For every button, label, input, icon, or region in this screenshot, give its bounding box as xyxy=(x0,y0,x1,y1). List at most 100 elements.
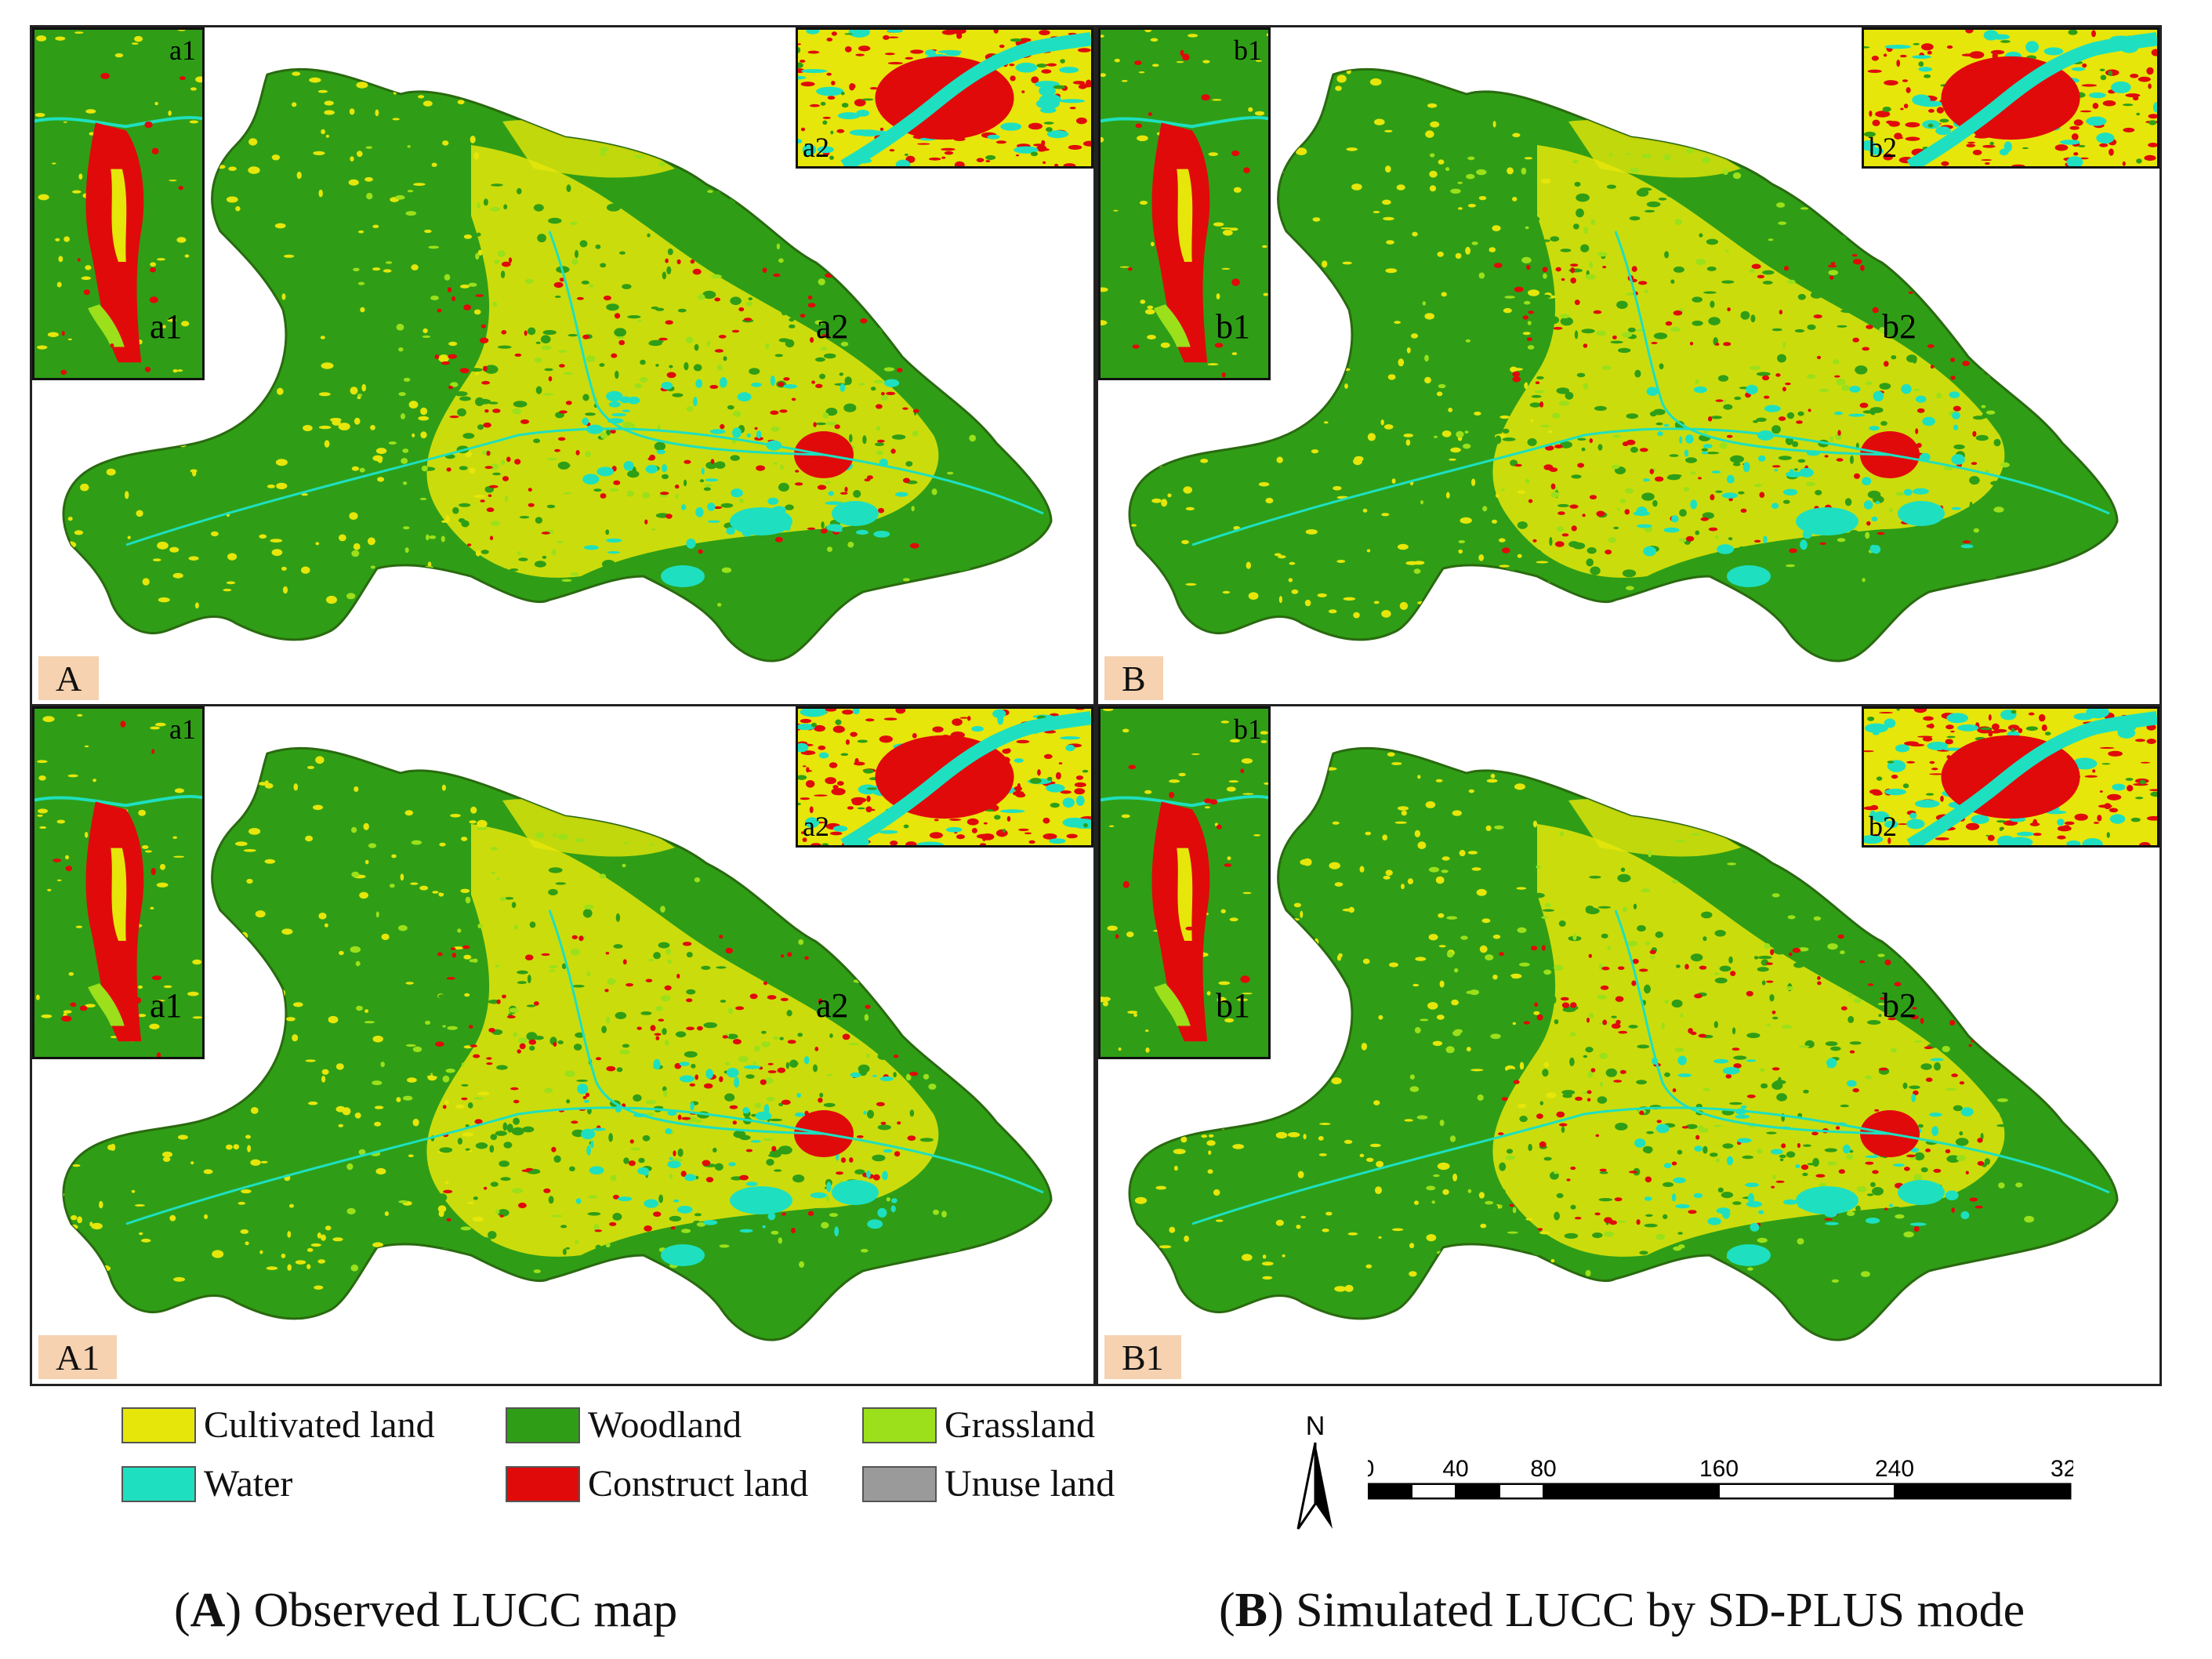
cultivated-patch xyxy=(349,512,358,520)
cultivated-patch xyxy=(318,392,331,397)
grassland-patch xyxy=(1467,156,1475,161)
woodland-patch xyxy=(1710,300,1715,308)
construct-patch xyxy=(151,749,155,754)
cultivated-patch xyxy=(1344,383,1348,389)
woodland-patch xyxy=(686,989,696,995)
woodland-patch xyxy=(769,1149,782,1158)
woodland-patch xyxy=(1990,481,2000,486)
water-patch xyxy=(879,1076,894,1081)
woodland-patch xyxy=(877,1124,891,1131)
water-patch xyxy=(676,1205,693,1214)
cultivated-patch xyxy=(419,885,429,891)
cultivated-patch xyxy=(1492,121,1496,128)
construct-patch xyxy=(1961,53,1976,57)
cultivated-patch xyxy=(1437,1162,1450,1171)
construct-patch xyxy=(629,1139,634,1144)
construct-patch xyxy=(2041,724,2047,731)
water-patch xyxy=(606,538,622,543)
woodland-patch xyxy=(500,1177,511,1182)
grassland-patch xyxy=(1512,1207,1517,1214)
caption-right: (B) Simulated LUCC by SD-PLUS mode xyxy=(1219,1584,2025,1637)
grassland-patch xyxy=(351,871,360,878)
construct-patch xyxy=(1929,303,1938,307)
cultivated-patch xyxy=(1208,1150,1212,1155)
grassland-patch xyxy=(1952,962,1958,965)
grassland-patch xyxy=(365,146,373,149)
woodland-patch xyxy=(2044,731,2051,736)
construct-patch xyxy=(1043,817,1050,824)
construct-patch xyxy=(501,261,511,267)
cultivated-patch xyxy=(228,166,237,171)
scale-segment xyxy=(1367,1483,1412,1499)
cultivated-patch xyxy=(1324,1058,1334,1066)
inset-a1: a1 xyxy=(32,27,205,380)
cultivated-patch xyxy=(1524,157,1533,160)
woodland-patch xyxy=(1673,266,1684,273)
cultivated-patch xyxy=(293,1002,303,1007)
grassland-patch xyxy=(1913,1174,1923,1182)
construct-patch xyxy=(779,409,788,413)
construct-patch xyxy=(1602,266,1607,269)
cultivated-patch xyxy=(1143,415,1151,423)
construct-patch xyxy=(1522,315,1529,320)
grassland-patch xyxy=(1446,916,1458,920)
grassland-patch xyxy=(1797,1238,1804,1245)
legend-label: Water xyxy=(204,1463,293,1505)
woodland-patch xyxy=(661,474,669,480)
woodland-patch xyxy=(854,1169,865,1174)
woodland-patch xyxy=(2024,1175,2029,1179)
woodland-patch xyxy=(1561,1090,1576,1095)
grassland-patch xyxy=(1936,392,1942,399)
map-panel-a1: a1 a2 a1 a2 A1 xyxy=(30,704,1096,1386)
woodland-patch xyxy=(1904,198,1913,205)
cultivated-patch xyxy=(1459,850,1466,857)
construct-patch xyxy=(559,364,565,368)
grassland-patch xyxy=(1772,1174,1776,1180)
construct-patch xyxy=(956,834,965,840)
woodland-patch xyxy=(1666,474,1681,481)
woodland-patch xyxy=(760,258,765,265)
construct-patch xyxy=(762,267,767,274)
woodland-patch xyxy=(863,939,868,944)
woodland-patch xyxy=(730,296,742,306)
cultivated-patch xyxy=(1273,106,1286,114)
construct-patch xyxy=(703,1083,713,1089)
cultivated-patch xyxy=(1325,1211,1333,1216)
grassland-patch xyxy=(1597,252,1608,257)
cultivated-patch xyxy=(1328,609,1337,614)
woodland-patch xyxy=(495,1131,507,1136)
cultivated-patch xyxy=(318,913,327,920)
construct-patch xyxy=(554,448,560,452)
grassland-patch xyxy=(1855,898,1863,904)
construct-patch xyxy=(778,382,785,387)
cultivated-patch xyxy=(1412,983,1420,987)
cultivated-patch xyxy=(212,1250,224,1258)
woodland-patch xyxy=(693,895,708,898)
cultivated-patch xyxy=(1101,136,1104,143)
cultivated-patch xyxy=(324,110,335,115)
woodland-patch xyxy=(903,991,912,996)
construct-patch xyxy=(879,127,884,132)
cultivated-patch xyxy=(1510,368,1523,371)
construct-patch xyxy=(1024,832,1032,835)
woodland-patch xyxy=(497,1209,509,1217)
cultivated-patch xyxy=(295,1260,306,1265)
woodland-patch xyxy=(1803,1089,1809,1094)
construct-patch xyxy=(2092,103,2099,109)
grassland-patch xyxy=(1485,1200,1494,1205)
woodland-patch xyxy=(674,231,683,235)
construct-patch xyxy=(459,368,470,373)
grassland-patch xyxy=(914,235,924,242)
cultivated-patch xyxy=(247,1003,259,1011)
inset-label: b1 xyxy=(1234,713,1262,745)
water-patch xyxy=(731,488,743,498)
woodland-patch xyxy=(913,1241,921,1248)
water-patch xyxy=(590,1140,594,1149)
construct-patch xyxy=(2109,808,2119,813)
cultivated-patch xyxy=(424,229,432,234)
cultivated-patch xyxy=(245,1134,251,1139)
woodland-patch xyxy=(857,739,868,743)
construct-patch xyxy=(1982,144,1996,148)
construct-patch xyxy=(1068,144,1082,151)
cultivated-patch xyxy=(1101,996,1106,1003)
